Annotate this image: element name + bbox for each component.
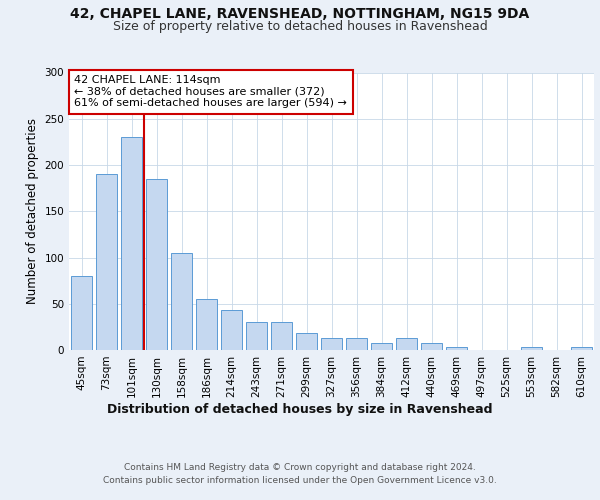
Bar <box>296 334 317 350</box>
Text: 42 CHAPEL LANE: 114sqm
← 38% of detached houses are smaller (372)
61% of semi-de: 42 CHAPEL LANE: 114sqm ← 38% of detached… <box>74 76 347 108</box>
Bar <box>371 342 392 350</box>
Bar <box>321 338 342 350</box>
Bar <box>246 322 267 350</box>
Bar <box>421 342 442 350</box>
Bar <box>171 253 192 350</box>
Bar <box>271 322 292 350</box>
Bar <box>146 179 167 350</box>
Y-axis label: Number of detached properties: Number of detached properties <box>26 118 39 304</box>
Bar <box>446 347 467 350</box>
Text: Distribution of detached houses by size in Ravenshead: Distribution of detached houses by size … <box>107 402 493 415</box>
Text: 42, CHAPEL LANE, RAVENSHEAD, NOTTINGHAM, NG15 9DA: 42, CHAPEL LANE, RAVENSHEAD, NOTTINGHAM,… <box>70 8 530 22</box>
Bar <box>571 347 592 350</box>
Bar <box>221 310 242 350</box>
Bar <box>121 137 142 350</box>
Text: Contains public sector information licensed under the Open Government Licence v3: Contains public sector information licen… <box>103 476 497 485</box>
Text: Contains HM Land Registry data © Crown copyright and database right 2024.: Contains HM Land Registry data © Crown c… <box>124 462 476 471</box>
Bar <box>96 174 117 350</box>
Bar <box>396 338 417 350</box>
Bar <box>346 338 367 350</box>
Bar <box>196 299 217 350</box>
Bar <box>521 347 542 350</box>
Text: Size of property relative to detached houses in Ravenshead: Size of property relative to detached ho… <box>113 20 487 33</box>
Bar <box>71 276 92 350</box>
